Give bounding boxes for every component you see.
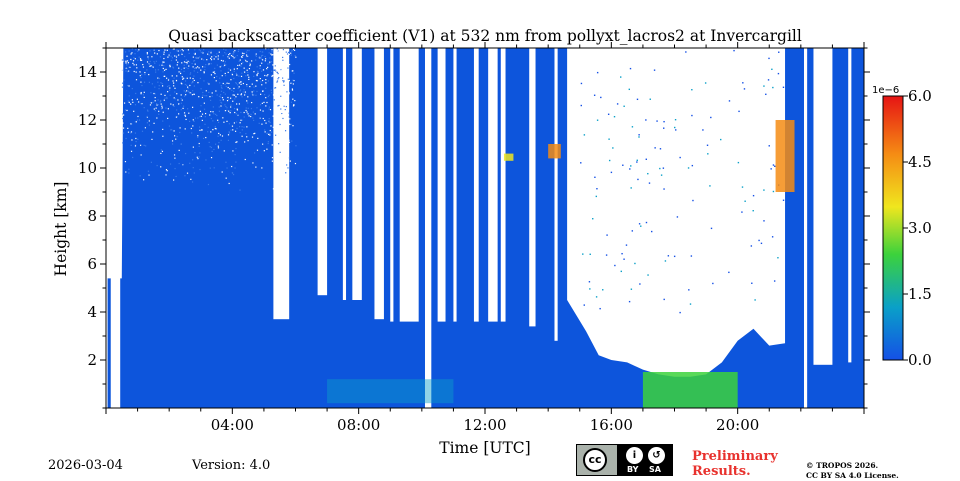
preliminary-line1: Preliminary: [692, 449, 778, 464]
data-gap: [437, 48, 446, 322]
x-tick-label: 20:00: [716, 416, 759, 434]
x-tick-label: 16:00: [590, 416, 633, 434]
data-gap: [317, 48, 328, 296]
data-gap: [374, 48, 384, 320]
y-tick-label: 10: [78, 159, 97, 177]
feature-high-cloud: [775, 120, 795, 192]
preliminary-note: Preliminary Results.: [692, 449, 778, 479]
sa-label: SA: [649, 465, 661, 474]
data-gap: [813, 48, 833, 365]
copyright-line2: CC BY SA 4.0 License.: [806, 471, 899, 480]
y-tick-label: 12: [78, 111, 97, 129]
cc-terms-area: i ↺ BY SA: [617, 445, 672, 475]
x-tick-label: 12:00: [463, 416, 506, 434]
feature-aerosol-layer: [327, 379, 454, 404]
data-gap: [803, 48, 808, 408]
preliminary-line2: Results.: [692, 464, 751, 479]
data-gap: [473, 48, 479, 322]
colorbar-tick-label: 3.0: [908, 219, 932, 237]
x-axis: 04:00 08:00 12:00 16:00 20:00: [105, 42, 865, 434]
x-tick-label: 04:00: [211, 416, 254, 434]
share-alike-icon: ↺: [648, 447, 665, 464]
cc-logo-area: cc: [577, 445, 617, 475]
data-gap: [424, 48, 432, 408]
colorbar-tick-label: 1.5: [908, 285, 932, 303]
colorbar-tick-label: 6.0: [908, 87, 932, 105]
attribution-icon: i: [626, 447, 643, 464]
data-gap: [399, 48, 419, 322]
x-axis-label: Time [UTC]: [439, 439, 530, 457]
copyright-note: © TROPOS 2026. CC BY SA 4.0 License.: [806, 461, 899, 481]
data-gap: [110, 48, 121, 408]
chart-title: Quasi backscatter coefficient (V1) at 53…: [168, 27, 802, 45]
y-tick-label: 6: [87, 255, 97, 273]
colorbar-exponent: 1e−6: [872, 85, 899, 96]
data-gap: [352, 48, 362, 300]
data-gap: [342, 48, 347, 300]
feature-cirrus: [503, 153, 514, 161]
data-gap: [488, 48, 498, 322]
colorbar-tick-label: 4.5: [908, 153, 932, 171]
cc-license-badge: cc i ↺ BY SA: [576, 444, 673, 476]
cc-icon: cc: [583, 448, 607, 472]
by-label: BY: [627, 465, 639, 474]
feature-cirrus: [548, 144, 561, 159]
feature-low-cloud: [642, 372, 738, 408]
date-label: 2026-03-04: [48, 458, 123, 473]
y-tick-label: 2: [87, 351, 97, 369]
data-gap: [390, 48, 394, 322]
no-signal-region: [567, 48, 786, 377]
version-label: Version: 4.0: [192, 458, 271, 473]
data-gap: [848, 48, 852, 363]
x-tick-label: 08:00: [337, 416, 380, 434]
colorbar-tick-label: 0.0: [908, 351, 932, 369]
data-gap: [500, 48, 506, 322]
data-gap: [453, 48, 457, 322]
y-tick-label: 8: [87, 207, 97, 225]
copyright-line1: © TROPOS 2026.: [806, 461, 879, 470]
y-axis-label: Height [km]: [52, 182, 70, 277]
data-gap: [554, 48, 558, 341]
colorbar: [882, 95, 904, 361]
y-axis: 2 4 6 8 10 12 14: [78, 47, 870, 409]
colorbar-ticks: 0.0 1.5 3.0 4.5 6.0: [903, 87, 932, 369]
data-gap: [106, 48, 108, 408]
data-gap: [529, 48, 536, 327]
y-tick-label: 4: [87, 303, 97, 321]
y-tick-label: 14: [78, 63, 97, 81]
data-gap: [273, 48, 290, 320]
heatmap-layer: [106, 48, 864, 408]
